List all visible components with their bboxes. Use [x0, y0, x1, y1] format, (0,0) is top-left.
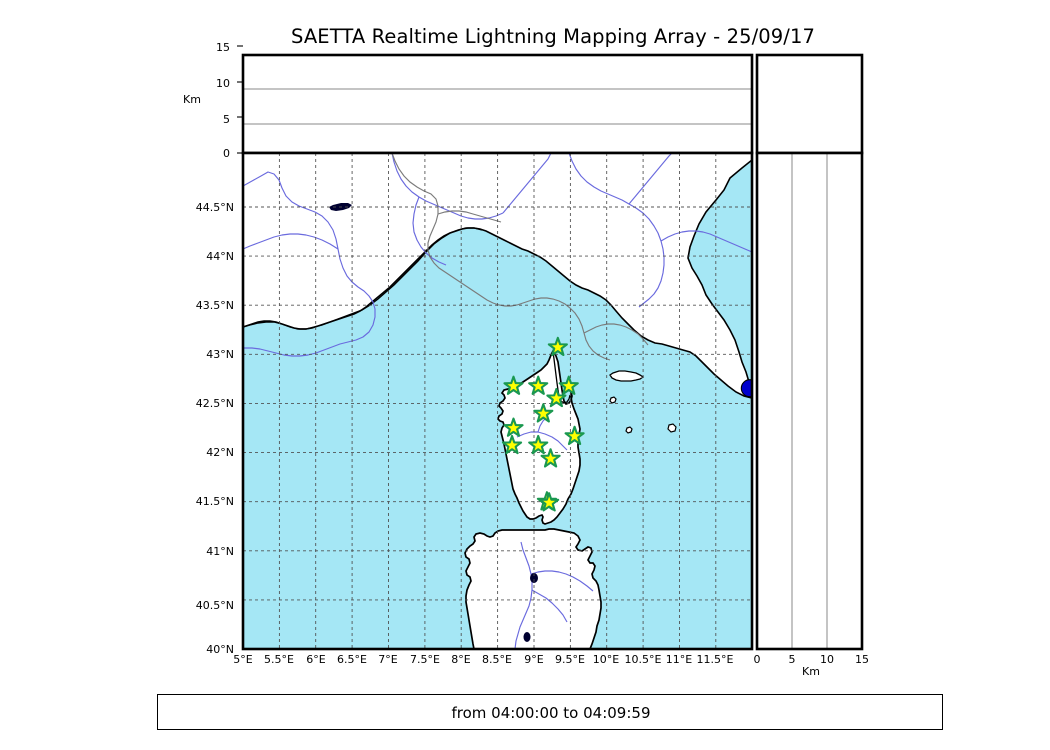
- map-gridlines: [243, 153, 752, 649]
- land-corsica: [497, 349, 581, 525]
- station-marker-7: [564, 425, 585, 446]
- map-ytick-41N: 41°N: [206, 545, 234, 558]
- station-marker-1: [503, 375, 524, 395]
- land-continental-europe: [243, 153, 752, 399]
- axis-tick-marks: [237, 45, 243, 154]
- map-ytick-42N: 42°N: [206, 446, 234, 459]
- map-xtick-9E: 9°E: [524, 653, 544, 666]
- map-ytick-41.5N: 41.5°N: [195, 495, 234, 508]
- island-capraia: [609, 396, 617, 404]
- station-marker-4: [546, 387, 567, 408]
- map-ytick-44N: 44°N: [206, 250, 234, 263]
- station-marker-6: [503, 417, 524, 437]
- top-ytick-15: 15: [216, 41, 230, 54]
- map-xtick-6E: 6°E: [306, 653, 326, 666]
- station-marker-12: [539, 492, 560, 512]
- station-marker-11: [536, 491, 558, 511]
- map-xtick-7.5E: 7.5°E: [410, 653, 440, 666]
- station-marker-3: [558, 375, 579, 395]
- status-bar: from 04:00:00 to 04:09:59: [157, 694, 943, 730]
- station-marker-0: [547, 336, 568, 357]
- island-elba: [609, 370, 645, 382]
- right-xtick-15: 15: [855, 653, 869, 666]
- right-panel-xlabel: Km: [802, 665, 820, 678]
- page-title: SAETTA Realtime Lightning Mapping Array …: [291, 25, 815, 48]
- map-xtick-5.5E: 5.5°E: [264, 653, 294, 666]
- map-ytick-40.5N: 40.5°N: [195, 599, 234, 612]
- status-bar-text: from 04:00:00 to 04:09:59: [451, 704, 651, 722]
- right-panel-grid: [791, 153, 828, 649]
- right-xtick-0: 0: [753, 653, 761, 666]
- top-ytick-5: 5: [223, 113, 230, 126]
- station-marker-2: [528, 375, 549, 395]
- map-xtick-6.5E: 6.5°E: [337, 653, 367, 666]
- station-marker-8: [501, 434, 523, 455]
- coast-liguria: [243, 227, 483, 330]
- station-marker-5: [533, 403, 554, 423]
- top-panel-grid: [243, 88, 752, 125]
- island-montecristo: [625, 426, 633, 434]
- map-xtick-7E: 7°E: [378, 653, 398, 666]
- map-xtick-11E: 11°E: [665, 653, 693, 666]
- rivers-layer: [243, 153, 752, 649]
- map-xtick-11.5E: 11.5°E: [696, 653, 734, 666]
- coast-cap-corse: [552, 351, 571, 404]
- station-marker-10: [540, 448, 561, 468]
- map-xtick-8E: 8°E: [451, 653, 471, 666]
- island-giglio: [667, 423, 677, 433]
- map-xtick-10.5E: 10.5°E: [624, 653, 662, 666]
- right-xtick-5: 5: [788, 653, 796, 666]
- borders-layer: [391, 153, 649, 361]
- map-ytick-40N: 40°N: [206, 643, 234, 656]
- map-xtick-9.5E: 9.5°E: [555, 653, 585, 666]
- map-xtick-8.5E: 8.5°E: [482, 653, 512, 666]
- land-sardinia: [464, 528, 602, 649]
- map-panel: [241, 151, 754, 651]
- corner-panel: [755, 53, 864, 155]
- map-xtick-10E: 10°E: [592, 653, 620, 666]
- lightning-source-markers: [740, 379, 752, 398]
- map-xtick-5E: 5°E: [233, 653, 253, 666]
- right-xtick-10: 10: [820, 653, 834, 666]
- top-ytick-0: 0: [223, 147, 230, 160]
- top-ytick-10: 10: [216, 77, 230, 90]
- map-ytick-42.5N: 42.5°N: [195, 397, 234, 410]
- top-panel: [241, 53, 754, 155]
- map-ytick-43N: 43°N: [206, 348, 234, 361]
- top-panel-ylabel: Km: [183, 93, 201, 106]
- station-marker-9: [528, 434, 549, 455]
- right-panel: [755, 151, 864, 651]
- lma-station-markers: [501, 336, 585, 512]
- map-ytick-44.5N: 44.5°N: [195, 201, 234, 214]
- source-marker-0: [740, 379, 752, 398]
- map-ytick-43.5N: 43.5°N: [195, 299, 234, 312]
- lakes-layer: [329, 203, 538, 642]
